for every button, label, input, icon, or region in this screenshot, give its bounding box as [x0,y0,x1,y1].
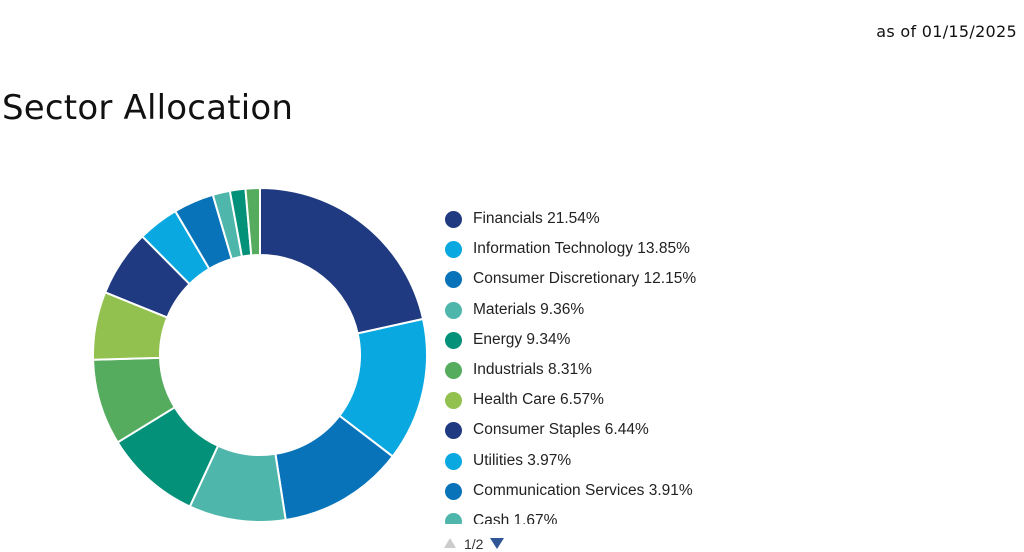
legend-swatch [445,331,462,349]
triangle-down-icon[interactable] [490,538,504,549]
donut-slice-financials[interactable] [259,186,425,335]
legend-label: Health Care 6.57% [473,391,604,409]
as-of-date: as of 01/15/2025 [876,22,1017,41]
legend-item[interactable]: Information Technology 13.85% [445,236,865,266]
triangle-up-icon [444,538,456,548]
legend-swatch [445,241,462,259]
legend-swatch [445,452,462,470]
legend-item[interactable]: Financials 21.54% [445,206,865,236]
legend-label: Consumer Discretionary 12.15% [473,270,697,288]
legend-label: Energy 9.34% [473,330,571,348]
chart-title: Sector Allocation [2,88,294,128]
legend-item[interactable]: Cash 1.67% [445,508,865,524]
legend-item[interactable]: Energy 9.34% [445,327,865,357]
legend-item[interactable]: Consumer Discretionary 12.15% [445,266,865,296]
legend-page-indicator: 1/2 [464,536,484,552]
donut-chart [92,186,428,523]
legend-swatch [445,482,462,500]
legend-item[interactable]: Materials 9.36% [445,297,865,327]
legend-label: Consumer Staples 6.44% [473,421,649,439]
legend-label: Communication Services 3.91% [473,481,693,499]
legend-label: Financials 21.54% [473,210,600,227]
legend-swatch [445,271,462,289]
legend-label: Cash 1.67% [473,511,558,524]
legend-swatch [445,392,462,410]
legend-item[interactable]: Industrials 8.31% [445,357,865,387]
legend-label: Industrials 8.31% [473,360,592,378]
legend-swatch [445,301,462,319]
donut-slice-other-12[interactable] [244,186,261,257]
legend-item[interactable]: Health Care 6.57% [445,387,865,417]
chart-legend: Financials 21.54% Information Technology … [445,206,865,524]
legend-label: Information Technology 13.85% [473,240,690,258]
legend-label: Utilities 3.97% [473,451,572,469]
legend-label: Materials 9.36% [473,300,585,318]
legend-swatch [445,211,462,228]
legend-item[interactable]: Utilities 3.97% [445,448,865,478]
legend-item[interactable]: Consumer Staples 6.44% [445,417,865,447]
legend-swatch [445,422,462,440]
legend-swatch [445,361,462,379]
legend-item[interactable]: Communication Services 3.91% [445,478,865,508]
legend-swatch [445,512,462,524]
